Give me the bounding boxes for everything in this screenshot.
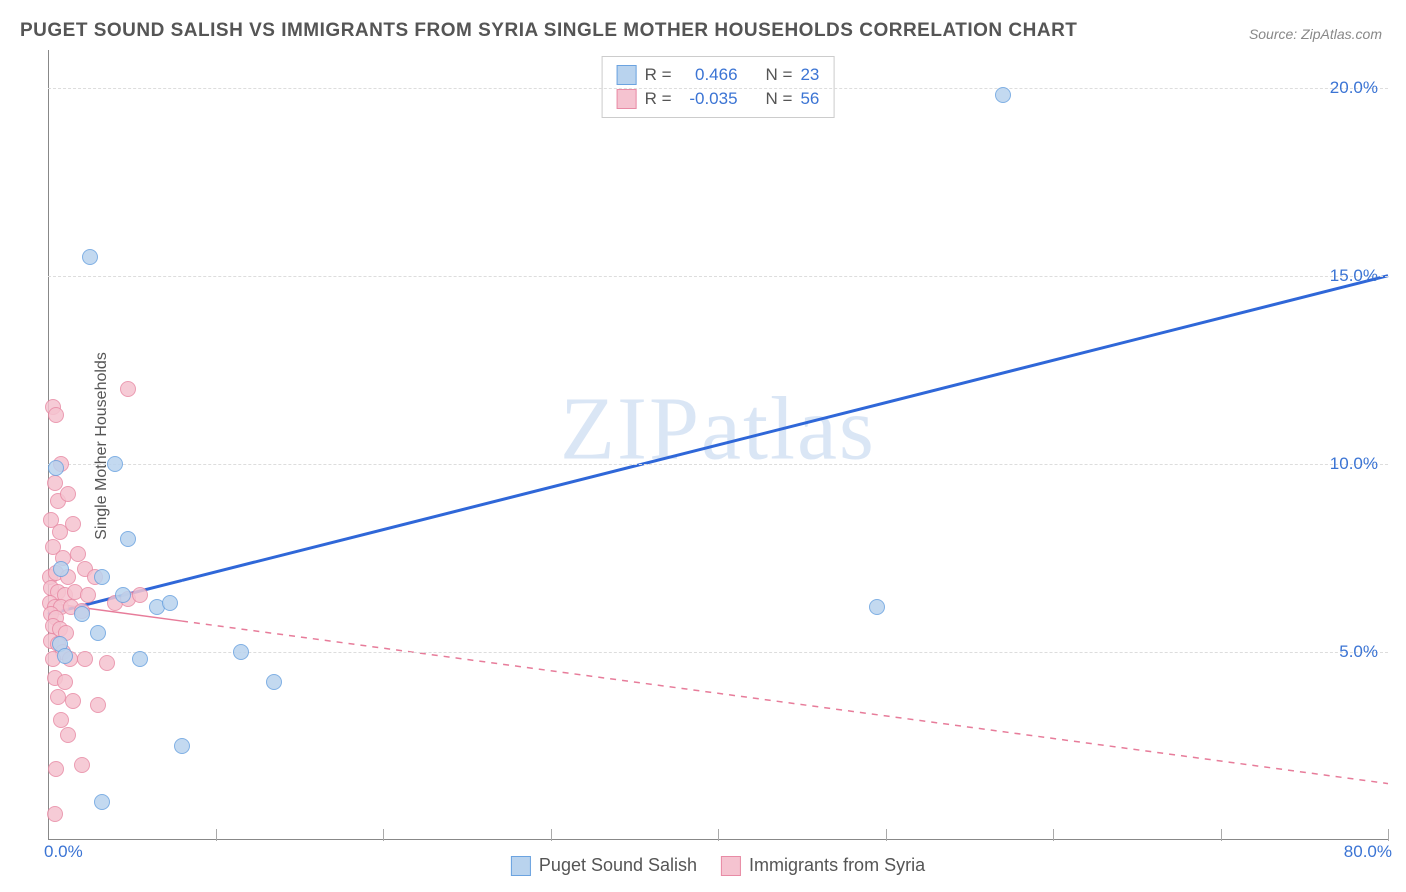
x-axis-label-container: 0.0% 80.0% [48,842,1388,872]
grid-line-horizontal [48,276,1388,277]
scatter-point [48,460,64,476]
scatter-point [57,674,73,690]
scatter-point [53,712,69,728]
x-tick-mark [216,829,217,841]
grid-line-horizontal [48,652,1388,653]
x-tick-mark [718,829,719,841]
scatter-point [94,794,110,810]
scatter-point [174,738,190,754]
scatter-point [233,644,249,660]
scatter-point [48,761,64,777]
scatter-point [80,587,96,603]
scatter-point [120,531,136,547]
scatter-point [48,407,64,423]
scatter-point [107,456,123,472]
scatter-point [53,561,69,577]
scatter-point [65,693,81,709]
scatter-point [65,516,81,532]
source-attribution: Source: ZipAtlas.com [1249,26,1382,42]
scatter-point [60,727,76,743]
trend-line [182,621,1388,784]
scatter-point [50,689,66,705]
x-tick-mark [886,829,887,841]
trend-line [182,276,1388,581]
y-tick-label: 20.0% [1330,78,1378,98]
scatter-point [94,569,110,585]
scatter-point [47,475,63,491]
scatter-point [266,674,282,690]
scatter-point [57,648,73,664]
x-tick-label-min: 0.0% [44,842,83,862]
x-tick-mark [1388,829,1389,841]
scatter-point [115,587,131,603]
scatter-point [90,697,106,713]
x-tick-mark [551,829,552,841]
scatter-point [132,587,148,603]
chart-title: PUGET SOUND SALISH VS IMMIGRANTS FROM SY… [20,20,1077,42]
trend-lines-svg [48,50,1388,840]
scatter-point [47,806,63,822]
grid-line-horizontal [48,464,1388,465]
y-tick-label: 10.0% [1330,454,1378,474]
scatter-plot: ZIPatlas R = 0.466 N = 23 R = -0.035 N =… [48,50,1388,840]
scatter-point [74,606,90,622]
scatter-point [74,757,90,773]
scatter-point [132,651,148,667]
scatter-point [869,599,885,615]
x-tick-mark [1221,829,1222,841]
x-tick-label-max: 80.0% [1344,842,1392,862]
scatter-point [995,87,1011,103]
scatter-point [82,249,98,265]
x-tick-mark [1053,829,1054,841]
y-tick-label: 15.0% [1330,266,1378,286]
scatter-point [162,595,178,611]
scatter-point [99,655,115,671]
y-tick-label: 5.0% [1339,642,1378,662]
scatter-point [70,546,86,562]
scatter-point [90,625,106,641]
x-tick-mark [383,829,384,841]
scatter-point [77,651,93,667]
grid-line-horizontal [48,88,1388,89]
scatter-point [60,486,76,502]
scatter-point [120,381,136,397]
